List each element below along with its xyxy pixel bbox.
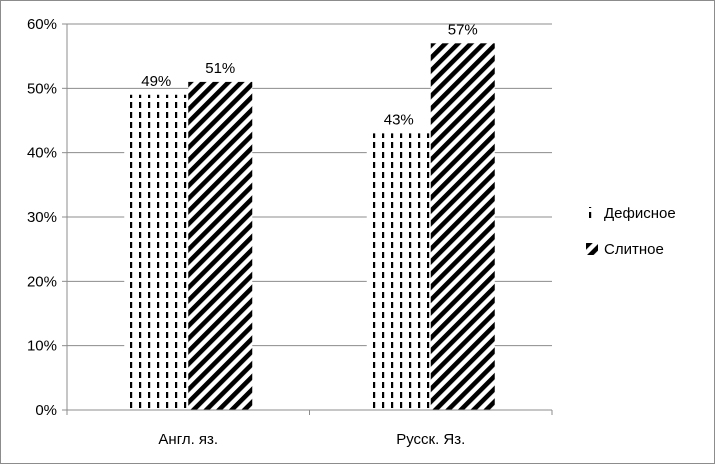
bar-defisnoe [124, 94, 189, 411]
y-axis-tick-labels: 0% 10% 20% 30% 40% 50% 60% [27, 16, 57, 419]
axes [62, 23, 553, 415]
data-label: 51% [205, 60, 235, 77]
legend-label: Слитное [604, 241, 664, 258]
bar-slitnoe [430, 43, 495, 411]
y-tick-label: 50% [27, 80, 57, 97]
x-tick-label: Англ. яз. [158, 431, 218, 448]
bar-slitnoe [188, 81, 253, 411]
y-tick-label: 30% [27, 209, 57, 226]
y-tick-label: 10% [27, 338, 57, 355]
bar-defisnoe [366, 133, 431, 410]
data-labels: 49% 51% 43% 57% [141, 21, 478, 128]
data-label: 43% [384, 111, 414, 128]
y-tick-label: 60% [27, 16, 57, 33]
legend-swatch [586, 243, 598, 255]
legend-label: Дефисное [604, 205, 676, 222]
y-tick-label: 20% [27, 273, 57, 290]
legend-swatch [586, 207, 598, 219]
x-axis-tick-labels: Англ. яз. Русск. Яз. [158, 431, 465, 448]
x-tick-label: Русск. Яз. [396, 431, 465, 448]
bars-group [124, 43, 495, 411]
legend: Дефисное Слитное [586, 205, 676, 258]
data-label: 57% [448, 21, 478, 38]
data-label: 49% [141, 73, 171, 90]
y-tick-label: 0% [35, 402, 57, 419]
y-tick-label: 40% [27, 145, 57, 162]
